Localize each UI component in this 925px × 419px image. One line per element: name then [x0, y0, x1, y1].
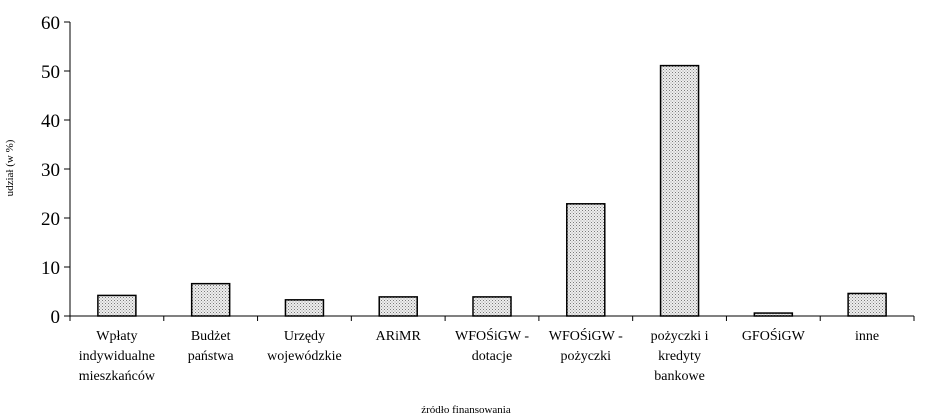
y-tick-label: 30	[41, 160, 60, 181]
category-label: Wpłaty	[96, 329, 137, 344]
bar	[190, 282, 231, 317]
category-label: dotacje	[472, 349, 512, 364]
bar	[472, 296, 512, 317]
y-tick-label: 0	[51, 307, 61, 328]
y-tick-label: 20	[41, 209, 60, 230]
bar	[753, 312, 794, 317]
bar	[566, 203, 606, 317]
x-axis-title: źródło finansowania	[421, 404, 511, 416]
y-tick-label: 50	[41, 62, 60, 83]
bar	[378, 296, 418, 317]
category-label: WFOŚiGW -	[455, 327, 529, 344]
category-label: pożyczki	[561, 349, 612, 364]
category-label: kredyty	[658, 349, 701, 364]
category-label: Urzędy	[284, 329, 325, 344]
category-label: wojewódzkie	[267, 349, 342, 364]
bars	[97, 64, 887, 317]
y-tick-label: 60	[41, 13, 60, 34]
category-label: pożyczki i	[651, 329, 709, 344]
category-label: ARiMR	[376, 329, 422, 344]
bar	[97, 294, 137, 317]
category-label: inne	[855, 329, 879, 344]
axes: 0 10 20 30 40 50 60	[41, 13, 915, 328]
bar	[847, 292, 887, 317]
y-axis-title: udział (w %)	[4, 139, 16, 196]
category-label: państwa	[188, 349, 235, 364]
bar	[284, 299, 325, 317]
category-label: indywidualne	[79, 349, 155, 364]
bar	[659, 64, 700, 317]
category-label: WFOŚiGW -	[549, 327, 623, 344]
labels: Wpłaty indywidualne mieszkańców Budżet państ…	[79, 327, 879, 384]
y-tick-label: 10	[41, 258, 60, 279]
category-label: GFOŚiGW	[742, 327, 806, 344]
y-tick-label: 40	[41, 111, 60, 132]
category-label: bankowe	[654, 369, 705, 384]
category-label: mieszkańców	[79, 369, 156, 384]
category-label: Budżet	[191, 329, 231, 344]
